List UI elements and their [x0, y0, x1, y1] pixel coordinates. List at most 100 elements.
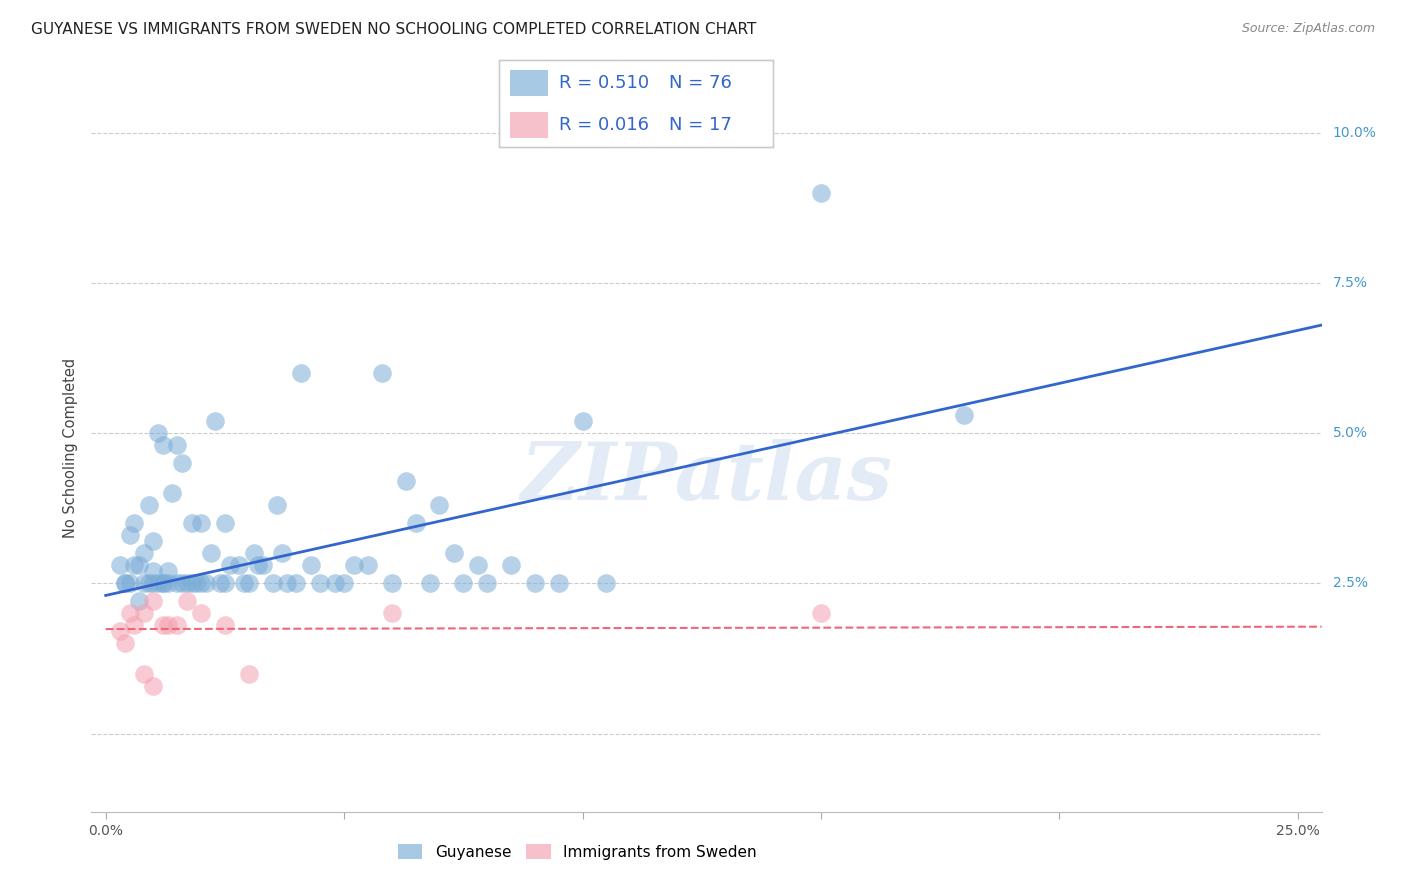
Point — [381, 607, 404, 621]
Point — [262, 576, 284, 591]
Point — [114, 576, 136, 591]
Point — [152, 576, 174, 591]
Point — [429, 498, 451, 512]
Point — [152, 576, 174, 591]
Point — [242, 546, 264, 560]
Point — [299, 558, 322, 573]
Point — [166, 576, 188, 591]
Point — [176, 594, 198, 608]
Point — [176, 576, 198, 591]
Point — [166, 438, 188, 452]
Point — [228, 558, 250, 573]
Point — [953, 408, 976, 422]
FancyBboxPatch shape — [510, 70, 548, 96]
Point — [333, 576, 356, 591]
Point — [252, 558, 274, 573]
Point — [419, 576, 441, 591]
Point — [343, 558, 366, 573]
Point — [233, 576, 256, 591]
Point — [170, 456, 193, 470]
Text: N = 76: N = 76 — [669, 74, 733, 93]
Point — [276, 576, 298, 591]
Point — [381, 576, 404, 591]
Point — [146, 576, 169, 591]
Text: 5.0%: 5.0% — [1333, 426, 1368, 441]
Point — [290, 366, 312, 380]
Point — [118, 528, 141, 542]
Point — [285, 576, 308, 591]
Point — [209, 576, 232, 591]
Point — [180, 516, 202, 531]
Point — [395, 475, 418, 489]
Point — [128, 594, 150, 608]
Point — [118, 576, 141, 591]
Point — [186, 576, 208, 591]
Text: Source: ZipAtlas.com: Source: ZipAtlas.com — [1241, 22, 1375, 36]
Point — [108, 624, 131, 639]
Point — [523, 576, 546, 591]
Text: 7.5%: 7.5% — [1333, 276, 1368, 290]
Point — [190, 516, 212, 531]
Point — [443, 546, 465, 560]
Point — [114, 636, 136, 650]
Point — [271, 546, 294, 560]
Text: GUYANESE VS IMMIGRANTS FROM SWEDEN NO SCHOOLING COMPLETED CORRELATION CHART: GUYANESE VS IMMIGRANTS FROM SWEDEN NO SC… — [31, 22, 756, 37]
Point — [214, 618, 236, 632]
Point — [266, 498, 288, 512]
Point — [124, 618, 146, 632]
Point — [194, 576, 217, 591]
Point — [214, 516, 236, 531]
FancyBboxPatch shape — [510, 112, 548, 138]
Point — [124, 558, 146, 573]
Point — [238, 666, 260, 681]
Legend: Guyanese, Immigrants from Sweden: Guyanese, Immigrants from Sweden — [392, 838, 763, 866]
Point — [323, 576, 346, 591]
Point — [218, 558, 240, 573]
Text: N = 17: N = 17 — [669, 116, 733, 135]
Point — [214, 576, 236, 591]
Text: ZIPatlas: ZIPatlas — [520, 439, 893, 516]
Point — [132, 546, 155, 560]
Point — [166, 618, 188, 632]
Point — [132, 576, 155, 591]
Text: 2.5%: 2.5% — [1333, 576, 1368, 591]
Point — [142, 565, 165, 579]
Point — [453, 576, 475, 591]
Point — [309, 576, 332, 591]
Point — [571, 414, 593, 428]
Point — [156, 618, 179, 632]
Text: 10.0%: 10.0% — [1333, 126, 1376, 140]
Text: R = 0.510: R = 0.510 — [560, 74, 650, 93]
Point — [138, 498, 160, 512]
Point — [499, 558, 522, 573]
Point — [108, 558, 131, 573]
Point — [142, 594, 165, 608]
Point — [810, 607, 832, 621]
Point — [810, 186, 832, 200]
Point — [204, 414, 226, 428]
Point — [132, 607, 155, 621]
Point — [142, 576, 165, 591]
Point — [152, 618, 174, 632]
Y-axis label: No Schooling Completed: No Schooling Completed — [63, 359, 79, 538]
Point — [180, 576, 202, 591]
Point — [162, 486, 184, 500]
Point — [357, 558, 380, 573]
Point — [132, 666, 155, 681]
Point — [146, 426, 169, 441]
Point — [128, 558, 150, 573]
Point — [156, 565, 179, 579]
Point — [595, 576, 617, 591]
Point — [142, 679, 165, 693]
Point — [371, 366, 394, 380]
Point — [190, 576, 212, 591]
Point — [200, 546, 222, 560]
Point — [170, 576, 193, 591]
Point — [547, 576, 569, 591]
Point — [467, 558, 489, 573]
Point — [405, 516, 427, 531]
Point — [124, 516, 146, 531]
Point — [142, 534, 165, 549]
Point — [238, 576, 260, 591]
Text: R = 0.016: R = 0.016 — [560, 116, 650, 135]
